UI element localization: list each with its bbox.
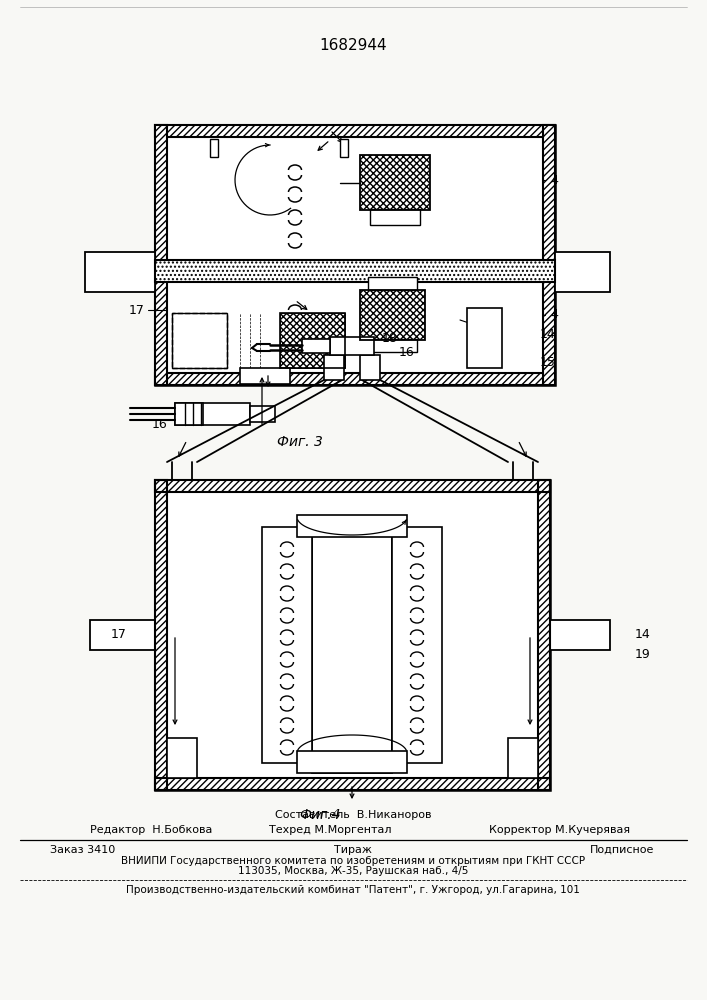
Bar	[370, 209, 420, 225]
Bar	[155, 125, 167, 385]
Bar	[360, 290, 425, 340]
Bar	[167, 492, 538, 778]
Text: 14: 14	[635, 629, 650, 642]
Bar	[155, 373, 555, 385]
Bar	[155, 778, 550, 790]
Text: Тираж: Тираж	[334, 845, 372, 855]
Bar	[330, 337, 374, 355]
Bar	[508, 738, 538, 778]
Bar	[368, 339, 417, 352]
Bar	[280, 313, 345, 368]
Bar	[175, 403, 250, 425]
Bar	[538, 480, 550, 790]
Bar	[280, 313, 345, 368]
Text: Корректор М.Кучерявая: Корректор М.Кучерявая	[489, 825, 631, 835]
Bar	[155, 125, 555, 137]
Text: 17: 17	[111, 629, 127, 642]
Text: 16: 16	[152, 418, 168, 432]
Bar	[340, 139, 348, 157]
Text: 1682944: 1682944	[319, 37, 387, 52]
Bar	[172, 313, 227, 368]
Bar	[392, 527, 442, 763]
Bar	[155, 260, 555, 282]
Bar	[302, 339, 330, 353]
Text: Подписное: Подписное	[590, 845, 655, 855]
Text: Производственно-издательский комбинат "Патент", г. Ужгород, ул.Гагарина, 101: Производственно-издательский комбинат "П…	[126, 885, 580, 895]
Bar	[312, 517, 392, 773]
Bar	[167, 137, 543, 373]
Bar	[368, 277, 417, 290]
Text: 4: 4	[550, 174, 558, 186]
Text: Редактор  Н.Бобкова: Редактор Н.Бобкова	[90, 825, 212, 835]
Bar	[360, 155, 430, 210]
Bar	[155, 480, 167, 790]
Text: 18: 18	[382, 332, 398, 344]
Bar	[85, 252, 155, 292]
Bar	[543, 125, 555, 385]
Text: 4: 4	[550, 308, 558, 322]
Bar	[550, 620, 610, 650]
Text: 14: 14	[540, 328, 556, 342]
Bar	[175, 403, 203, 425]
Bar	[297, 751, 407, 773]
Text: Составитель  В.Никаноров: Составитель В.Никаноров	[275, 810, 431, 820]
Bar	[467, 308, 502, 368]
Bar	[155, 480, 167, 790]
Bar	[262, 527, 312, 763]
Bar	[155, 125, 167, 385]
Bar	[360, 355, 380, 380]
Bar	[360, 155, 430, 210]
Bar	[155, 480, 550, 790]
Bar	[250, 406, 275, 422]
Text: ВНИИПИ Государственного комитета по изобретениям и открытиям при ГКНТ СССР: ВНИИПИ Государственного комитета по изоб…	[121, 856, 585, 866]
Text: Техред М.Моргентал: Техред М.Моргентал	[269, 825, 391, 835]
Bar	[172, 313, 227, 368]
Bar	[360, 290, 425, 340]
Bar	[155, 125, 555, 385]
Bar	[555, 252, 610, 292]
Text: 16: 16	[399, 346, 415, 359]
Bar	[90, 620, 155, 650]
Bar	[155, 778, 550, 790]
Bar	[155, 373, 555, 385]
Text: 15: 15	[540, 356, 556, 368]
Bar	[167, 738, 197, 778]
Text: Фиг.4: Фиг.4	[299, 808, 341, 822]
Bar	[155, 260, 555, 282]
Bar	[155, 480, 550, 492]
Text: Заказ 3410: Заказ 3410	[50, 845, 115, 855]
Bar	[538, 480, 550, 790]
Text: 19: 19	[635, 648, 650, 662]
Bar	[210, 139, 218, 157]
Bar	[324, 355, 344, 380]
Text: 113035, Москва, Ж-35, Раушская наб., 4/5: 113035, Москва, Ж-35, Раушская наб., 4/5	[238, 866, 468, 876]
Bar	[240, 368, 290, 384]
Bar	[155, 480, 550, 492]
Bar	[297, 515, 407, 537]
Text: Фиг. 3: Фиг. 3	[277, 435, 323, 449]
Bar	[155, 125, 555, 137]
Bar	[543, 125, 555, 385]
Bar	[155, 260, 555, 282]
Text: 17: 17	[129, 304, 145, 316]
